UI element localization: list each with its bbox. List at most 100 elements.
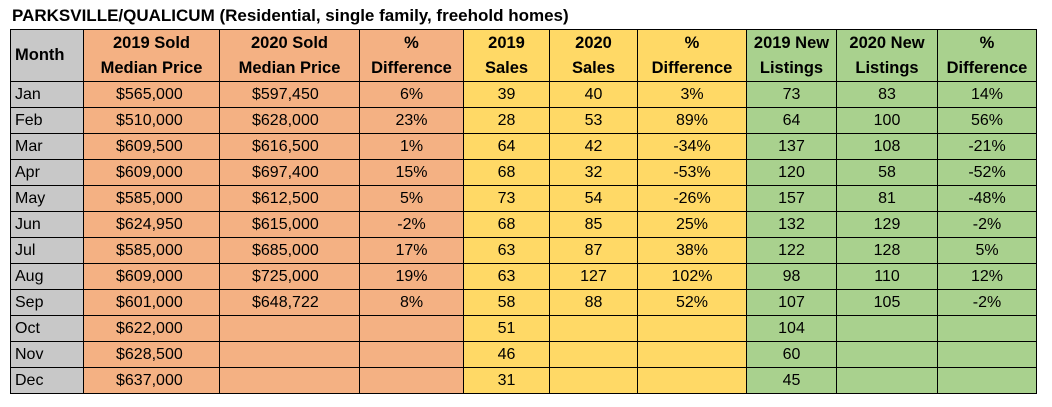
- header-listings-difference: % Difference: [937, 29, 1037, 82]
- header-line1: 2020: [575, 33, 612, 52]
- cell-month: May: [10, 185, 84, 212]
- header-line2: Median Price: [238, 58, 341, 77]
- header-line1: 2019 New: [753, 33, 830, 52]
- header-2019-new-listings: 2019 New Listings: [746, 29, 837, 82]
- cell-listings-difference: -21%: [937, 133, 1037, 160]
- cell-2019-new-listings: 120: [746, 159, 837, 186]
- table-row: Aug $609,000 $725,000 19% 63 127 102% 98 110 12%: [10, 263, 1037, 290]
- header-price-difference: % Difference: [359, 29, 464, 82]
- market-stats-table: Month 2019 Sold Median Price 2020 Sold Media…: [10, 29, 1037, 394]
- cell-listings-difference: 56%: [937, 107, 1037, 134]
- cell-price-difference: 19%: [359, 263, 464, 290]
- table-row: May $585,000 $612,500 5% 73 54 -26% 157 81 -48%: [10, 185, 1037, 212]
- table-row: Mar $609,500 $616,500 1% 64 42 -34% 137 108 -21%: [10, 133, 1037, 160]
- cell-2020-new-listings: 129: [836, 211, 938, 238]
- cell-2019-sales: 46: [463, 341, 550, 368]
- cell-2019-sold-median-price: $601,000: [83, 289, 220, 316]
- cell-2019-sales: 68: [463, 211, 550, 238]
- cell-listings-difference: -52%: [937, 159, 1037, 186]
- cell-price-difference: [359, 341, 464, 368]
- cell-2020-sold-median-price: [219, 341, 360, 368]
- header-line2: Sales: [571, 58, 616, 77]
- cell-2019-sales: 68: [463, 159, 550, 186]
- table-row: Feb $510,000 $628,000 23% 28 53 89% 64 100 56%: [10, 107, 1037, 134]
- cell-listings-difference: [937, 341, 1037, 368]
- cell-month: Mar: [10, 133, 84, 160]
- cell-month: Jul: [10, 237, 84, 264]
- cell-2020-sales: 53: [549, 107, 638, 134]
- header-line1: 2020 New: [849, 33, 925, 52]
- table-row: Jan $565,000 $597,450 6% 39 40 3% 73 83 14%: [10, 81, 1037, 108]
- table-row: Dec $637,000 31 45: [10, 367, 1037, 394]
- cell-price-difference: 23%: [359, 107, 464, 134]
- cell-2020-new-listings: 110: [836, 263, 938, 290]
- cell-2019-sold-median-price: $585,000: [83, 237, 220, 264]
- table-row: Sep $601,000 $648,722 8% 58 88 52% 107 105 -2%: [10, 289, 1037, 316]
- cell-2020-sold-median-price: $648,722: [219, 289, 360, 316]
- cell-listings-difference: [937, 367, 1037, 394]
- header-month: Month: [10, 29, 84, 82]
- cell-listings-difference: 14%: [937, 81, 1037, 108]
- header-line2: Listings: [759, 58, 824, 77]
- cell-month: Oct: [10, 315, 84, 342]
- cell-2019-sold-median-price: $609,000: [83, 263, 220, 290]
- cell-2019-new-listings: 122: [746, 237, 837, 264]
- header-line2: Median Price: [100, 58, 203, 77]
- cell-sales-difference: [637, 315, 747, 342]
- cell-2019-new-listings: 137: [746, 133, 837, 160]
- cell-2019-sales: 51: [463, 315, 550, 342]
- table-row: Nov $628,500 46 60: [10, 341, 1037, 368]
- cell-2020-sold-median-price: $612,500: [219, 185, 360, 212]
- cell-2019-sales: 58: [463, 289, 550, 316]
- cell-sales-difference: 102%: [637, 263, 747, 290]
- header-line2: Sales: [484, 58, 529, 77]
- cell-2019-sold-median-price: $624,950: [83, 211, 220, 238]
- cell-listings-difference: [937, 315, 1037, 342]
- cell-2020-new-listings: 58: [836, 159, 938, 186]
- cell-2020-sales: 127: [549, 263, 638, 290]
- cell-2019-sold-median-price: $628,500: [83, 341, 220, 368]
- cell-2019-sales: 63: [463, 237, 550, 264]
- header-2020-sold-median-price: 2020 Sold Median Price: [219, 29, 360, 82]
- cell-listings-difference: 12%: [937, 263, 1037, 290]
- cell-2020-sales: [549, 315, 638, 342]
- page-title: PARKSVILLE/QUALICUM (Residential, single…: [12, 6, 569, 25]
- header-sales-difference: % Difference: [637, 29, 747, 82]
- header-2019-sales: 2019 Sales: [463, 29, 550, 82]
- cell-sales-difference: -34%: [637, 133, 747, 160]
- cell-listings-difference: 5%: [937, 237, 1037, 264]
- cell-2019-sold-median-price: $637,000: [83, 367, 220, 394]
- header-line2: Listings: [855, 58, 919, 77]
- cell-2020-new-listings: 105: [836, 289, 938, 316]
- table-row: Apr $609,000 $697,400 15% 68 32 -53% 120 58 -52%: [10, 159, 1037, 186]
- header-line1: %: [404, 33, 419, 52]
- cell-2020-new-listings: [836, 341, 938, 368]
- cell-sales-difference: -53%: [637, 159, 747, 186]
- header-line2: Difference: [371, 58, 452, 77]
- cell-month: Feb: [10, 107, 84, 134]
- cell-sales-difference: 38%: [637, 237, 747, 264]
- cell-2020-new-listings: 100: [836, 107, 938, 134]
- table-row: Jul $585,000 $685,000 17% 63 87 38% 122 128 5%: [10, 237, 1037, 264]
- cell-2019-new-listings: 45: [746, 367, 837, 394]
- cell-2020-new-listings: 128: [836, 237, 938, 264]
- cell-2019-new-listings: 104: [746, 315, 837, 342]
- cell-2020-sales: 87: [549, 237, 638, 264]
- cell-2019-new-listings: 157: [746, 185, 837, 212]
- cell-price-difference: 1%: [359, 133, 464, 160]
- cell-2020-sales: [549, 341, 638, 368]
- cell-2020-sold-median-price: [219, 367, 360, 394]
- cell-listings-difference: -48%: [937, 185, 1037, 212]
- cell-price-difference: 5%: [359, 185, 464, 212]
- cell-month: Aug: [10, 263, 84, 290]
- cell-2020-sold-median-price: [219, 315, 360, 342]
- cell-2020-sales: 42: [549, 133, 638, 160]
- cell-sales-difference: 3%: [637, 81, 747, 108]
- header-line1: 2019: [488, 33, 525, 52]
- cell-sales-difference: 25%: [637, 211, 747, 238]
- cell-2019-new-listings: 73: [746, 81, 837, 108]
- cell-2020-sold-median-price: $616,500: [219, 133, 360, 160]
- cell-2019-sales: 64: [463, 133, 550, 160]
- cell-2020-new-listings: 108: [836, 133, 938, 160]
- cell-month: Jun: [10, 211, 84, 238]
